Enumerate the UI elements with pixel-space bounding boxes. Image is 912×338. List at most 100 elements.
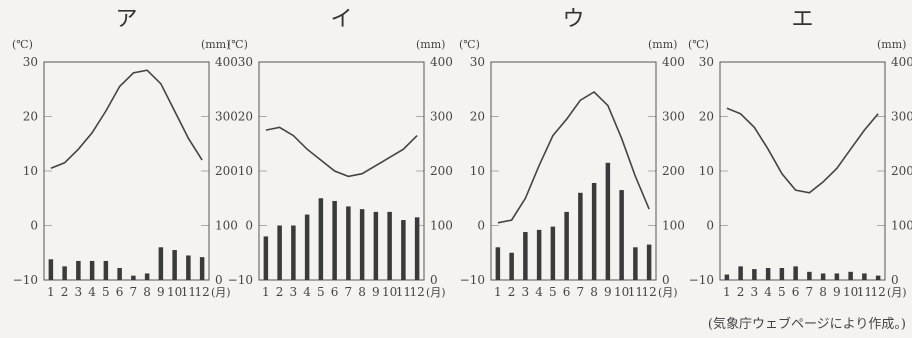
- month-label: 5: [317, 285, 325, 299]
- precip-tick-label: 200: [215, 164, 238, 178]
- precip-bar: [834, 273, 840, 280]
- precip-bar: [291, 225, 296, 280]
- temp-unit-label: (℃): [12, 38, 33, 51]
- month-label: 9: [833, 285, 841, 299]
- month-label: 6: [792, 285, 800, 299]
- month-label: 12: [409, 285, 424, 299]
- precip-bar: [752, 269, 757, 280]
- month-label: 9: [157, 285, 165, 299]
- precip-bar: [550, 226, 556, 280]
- temp-tick-label: 0: [245, 219, 253, 233]
- month-label: 8: [819, 285, 827, 299]
- month-label: 6: [331, 285, 339, 299]
- month-label: 4: [535, 285, 543, 299]
- month-unit-label: (月): [658, 286, 678, 299]
- month-label: 5: [102, 285, 110, 299]
- month-label: 2: [508, 285, 516, 299]
- precip-tick-label: 100: [430, 219, 453, 233]
- month-label: 3: [290, 285, 298, 299]
- precip-bar: [564, 211, 569, 280]
- month-label: 8: [143, 285, 151, 299]
- temp-tick-label: −10: [689, 273, 714, 287]
- temp-tick-label: 20: [699, 110, 714, 124]
- month-label: 7: [806, 285, 814, 299]
- precip-bar: [738, 266, 743, 280]
- precip-bar: [793, 266, 798, 280]
- month-label: 11: [396, 285, 411, 299]
- precip-unit-label: (mm): [416, 38, 445, 51]
- precip-bar: [807, 271, 812, 280]
- month-label: 6: [116, 285, 124, 299]
- month-label: 12: [194, 285, 209, 299]
- temp-unit-label: (℃): [688, 38, 709, 51]
- precip-tick-label: 200: [662, 164, 685, 178]
- precip-tick-label: 400: [891, 55, 912, 69]
- precip-unit-label: (mm): [877, 38, 906, 51]
- month-label: 4: [764, 285, 772, 299]
- month-label: 10: [167, 285, 182, 299]
- precip-bar: [318, 198, 324, 280]
- panel-title: ウ: [562, 7, 584, 32]
- month-label: 4: [303, 285, 311, 299]
- precip-tick-label: 300: [430, 110, 453, 124]
- month-label: 3: [522, 285, 530, 299]
- month-label: 9: [604, 285, 612, 299]
- precip-bar: [765, 268, 771, 280]
- temp-tick-label: 10: [23, 164, 38, 178]
- precip-bar: [495, 247, 501, 280]
- month-label: 12: [870, 285, 885, 299]
- plot-frame: [490, 61, 657, 281]
- temp-tick-label: −10: [228, 273, 253, 287]
- month-label: 1: [723, 285, 731, 299]
- precip-bar: [646, 244, 652, 280]
- precip-bar: [131, 275, 136, 280]
- temp-tick-label: 10: [470, 164, 485, 178]
- precip-bar: [48, 259, 54, 280]
- precip-bar: [186, 255, 191, 280]
- precip-bar: [414, 217, 420, 280]
- precip-tick-label: 200: [891, 164, 912, 178]
- precip-bar: [304, 214, 310, 280]
- month-label: 1: [47, 285, 55, 299]
- precip-bar: [144, 273, 150, 280]
- month-label: 8: [590, 285, 598, 299]
- temp-tick-label: −10: [460, 273, 485, 287]
- precip-bar: [591, 182, 597, 280]
- temp-tick-label: 30: [470, 55, 485, 69]
- temp-tick-label: 0: [477, 219, 485, 233]
- temperature-line: [497, 90, 650, 224]
- precip-bar: [875, 275, 881, 280]
- month-label: 6: [563, 285, 571, 299]
- precip-tick-label: 100: [215, 219, 238, 233]
- precip-tick-label: 300: [662, 110, 685, 124]
- precip-bar: [277, 225, 282, 280]
- precip-tick-label: 300: [215, 110, 238, 124]
- temp-tick-label: 20: [238, 110, 253, 124]
- month-label: 8: [358, 285, 366, 299]
- precip-tick-label: 100: [662, 219, 685, 233]
- month-label: 3: [75, 285, 83, 299]
- month-label: 4: [88, 285, 96, 299]
- panel-title: エ: [791, 7, 813, 32]
- precip-bar: [158, 247, 164, 280]
- precip-bar: [536, 229, 542, 280]
- precip-bar: [89, 260, 95, 280]
- temperature-line: [726, 107, 879, 194]
- precip-unit-label: (mm): [648, 38, 677, 51]
- month-label: 10: [614, 285, 629, 299]
- month-label: 7: [345, 285, 353, 299]
- temp-unit-label: (℃): [459, 38, 480, 51]
- precip-tick-label: 0: [430, 273, 438, 287]
- temp-tick-label: 20: [23, 110, 38, 124]
- precip-bar: [633, 247, 638, 280]
- month-label: 10: [843, 285, 858, 299]
- temp-tick-label: 0: [30, 219, 38, 233]
- month-label: 9: [372, 285, 380, 299]
- precip-bar: [332, 200, 337, 280]
- precip-bar: [172, 250, 177, 280]
- precip-bar: [373, 211, 379, 280]
- month-label: 1: [262, 285, 270, 299]
- precip-tick-label: 100: [891, 219, 912, 233]
